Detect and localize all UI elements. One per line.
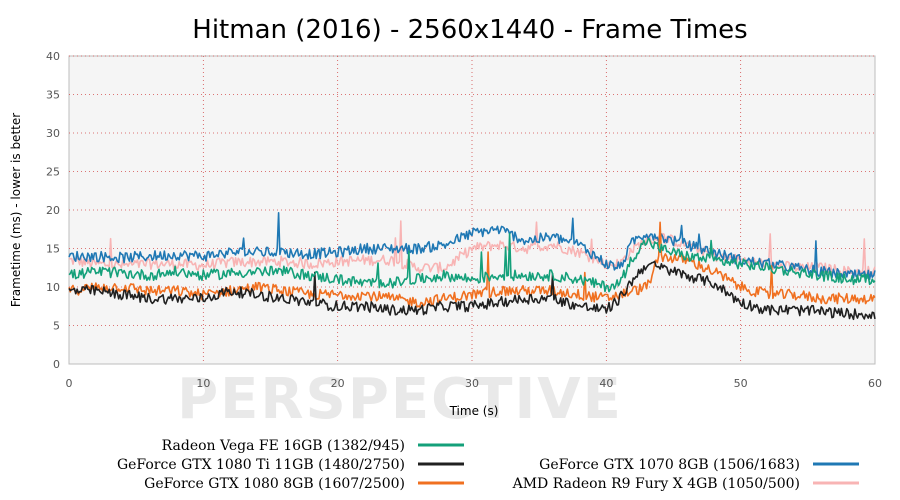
y-tick-label: 20	[46, 204, 60, 217]
series-line	[68, 221, 876, 308]
chart-title: Hitman (2016) - 2560x1440 - Frame Times	[192, 15, 747, 45]
x-tick-label: 50	[734, 377, 748, 390]
x-tick-label: 30	[465, 377, 479, 390]
y-axis-label: Frametime (ms) - lower is better	[9, 113, 23, 307]
x-axis-label: Time (s)	[449, 404, 499, 418]
legend-label: AMD Radeon R9 Fury X 4GB (1050/500)	[512, 476, 800, 492]
series-lines	[68, 212, 876, 321]
legend-label: GeForce GTX 1070 8GB (1506/1683)	[539, 457, 800, 473]
x-tick-label: 20	[331, 377, 345, 390]
plot-area: PERSPECTIVE 0 5 10 15 20 25 30 35 40 0 10 20 30 40 50 6…	[46, 50, 882, 432]
y-tick-label: 15	[46, 243, 60, 256]
y-tick-label: 35	[46, 89, 60, 102]
x-tick-label: 0	[66, 377, 73, 390]
watermark-text: PERSPECTIVE	[177, 367, 623, 432]
legend-item: GeForce GTX 1070 8GB (1506/1683)	[539, 457, 859, 473]
legend-item: GeForce GTX 1080 8GB (1607/2500)	[144, 476, 464, 492]
legend-item: AMD Radeon R9 Fury X 4GB (1050/500)	[512, 476, 859, 492]
y-tick-label: 0	[53, 358, 60, 371]
legend-item: GeForce GTX 1080 Ti 11GB (1480/2750)	[117, 457, 464, 473]
y-tick-label: 30	[46, 127, 60, 140]
y-tick-label: 25	[46, 166, 60, 179]
x-tick-label: 10	[196, 377, 210, 390]
y-tick-label: 40	[46, 50, 60, 63]
legend-item: Radeon Vega FE 16GB (1382/945)	[162, 438, 464, 454]
x-tick-label: 40	[599, 377, 613, 390]
series-line	[68, 260, 876, 321]
series-line	[68, 232, 876, 293]
y-tick-label: 10	[46, 281, 60, 294]
x-tick-label: 60	[868, 377, 882, 390]
legend: Radeon Vega FE 16GB (1382/945) GeForce GT…	[117, 438, 859, 492]
legend-label: GeForce GTX 1080 8GB (1607/2500)	[144, 476, 405, 492]
y-tick-label: 5	[53, 320, 60, 333]
axis-ticks: 0 5 10 15 20 25 30 35 40 0 10 20 30 40 50 60	[46, 50, 882, 390]
legend-label: Radeon Vega FE 16GB (1382/945)	[162, 438, 405, 454]
legend-label: GeForce GTX 1080 Ti 11GB (1480/2750)	[117, 457, 405, 473]
